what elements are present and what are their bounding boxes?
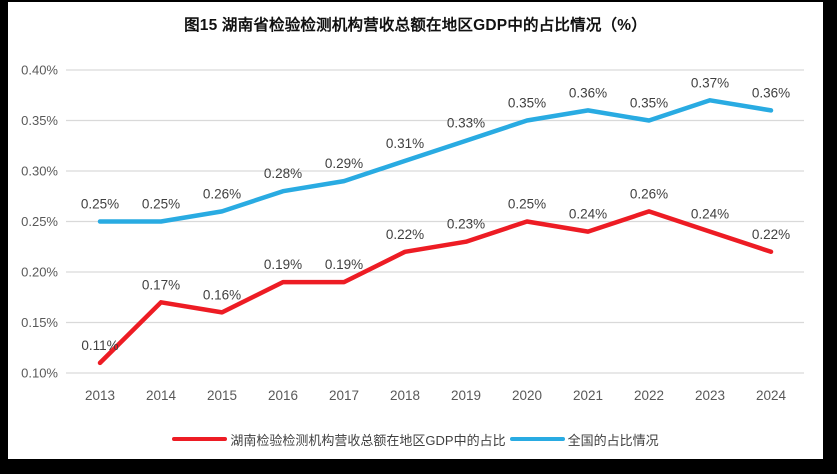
- data-label: 0.23%: [447, 217, 485, 232]
- data-label: 0.26%: [203, 186, 241, 201]
- y-axis-tick-label: 0.40%: [21, 63, 58, 78]
- x-axis-tick-label: 2021: [573, 388, 603, 403]
- data-label: 0.11%: [81, 338, 118, 353]
- x-axis-tick-label: 2023: [695, 388, 725, 403]
- x-axis-tick-label: 2015: [207, 388, 237, 403]
- y-axis-tick-label: 0.20%: [21, 265, 58, 280]
- legend-line-red-icon: [172, 436, 228, 442]
- data-label: 0.35%: [630, 96, 668, 111]
- y-axis-tick-label: 0.35%: [21, 113, 58, 128]
- data-label: 0.33%: [447, 116, 485, 131]
- data-label: 0.19%: [264, 257, 302, 272]
- data-label: 0.25%: [81, 197, 119, 212]
- chart-canvas: 图15 湖南省检验检测机构营收总额在地区GDP中的占比情况（%） 0.10% 0.…: [8, 2, 823, 459]
- data-label: 0.29%: [325, 156, 363, 171]
- data-label: 0.35%: [508, 96, 546, 111]
- data-label: 0.25%: [508, 197, 546, 212]
- data-label: 0.36%: [752, 85, 790, 100]
- data-label: 0.37%: [691, 75, 729, 90]
- legend-item-national: 全国的占比情况: [509, 430, 659, 449]
- plot-area: 0.10% 0.15% 0.20% 0.25% 0.30% 0.35% 0.40% 2013 2…: [21, 63, 804, 403]
- data-label: 0.28%: [264, 166, 302, 181]
- data-label: 0.19%: [325, 257, 363, 272]
- chart-title: 图15 湖南省检验检测机构营收总额在地区GDP中的占比情况（%）: [184, 17, 647, 34]
- data-label: 0.31%: [386, 136, 424, 151]
- legend-label-national: 全国的占比情况: [567, 432, 659, 448]
- data-label: 0.16%: [203, 287, 241, 302]
- data-label: 0.24%: [569, 207, 607, 222]
- series-line-hunan: [97, 209, 774, 366]
- legend-label-hunan: 湖南检验检测机构营收总额在地区GDP中的占比: [230, 432, 506, 448]
- data-label: 0.26%: [630, 186, 668, 201]
- series-line-national: [97, 98, 774, 224]
- y-axis-tick-label: 0.10%: [21, 366, 58, 381]
- x-axis-tick-label: 2020: [512, 388, 542, 403]
- data-label: 0.22%: [386, 227, 424, 242]
- data-label: 0.24%: [691, 207, 729, 222]
- data-label: 0.25%: [142, 197, 180, 212]
- y-axis-tick-label: 0.15%: [21, 315, 58, 330]
- y-axis-tick-label: 0.30%: [21, 164, 58, 179]
- data-label: 0.17%: [142, 277, 180, 292]
- x-axis-tick-label: 2013: [85, 388, 115, 403]
- x-axis-tick-label: 2014: [146, 388, 177, 403]
- x-axis-tick-label: 2024: [756, 388, 787, 403]
- x-axis-tick-label: 2022: [634, 388, 664, 403]
- data-label: 0.36%: [569, 85, 607, 100]
- x-axis-tick-label: 2017: [329, 388, 359, 403]
- legend-item-hunan: 湖南检验检测机构营收总额在地区GDP中的占比: [172, 430, 506, 449]
- y-axis-tick-label: 0.25%: [21, 214, 58, 229]
- legend-line-blue-icon: [509, 436, 565, 442]
- x-axis-tick-label: 2016: [268, 388, 298, 403]
- legend: 湖南检验检测机构营收总额在地区GDP中的占比 全国的占比情况: [8, 429, 823, 449]
- x-axis-tick-label: 2018: [390, 388, 420, 403]
- data-label: 0.22%: [752, 227, 790, 242]
- x-axis-tick-label: 2019: [451, 388, 481, 403]
